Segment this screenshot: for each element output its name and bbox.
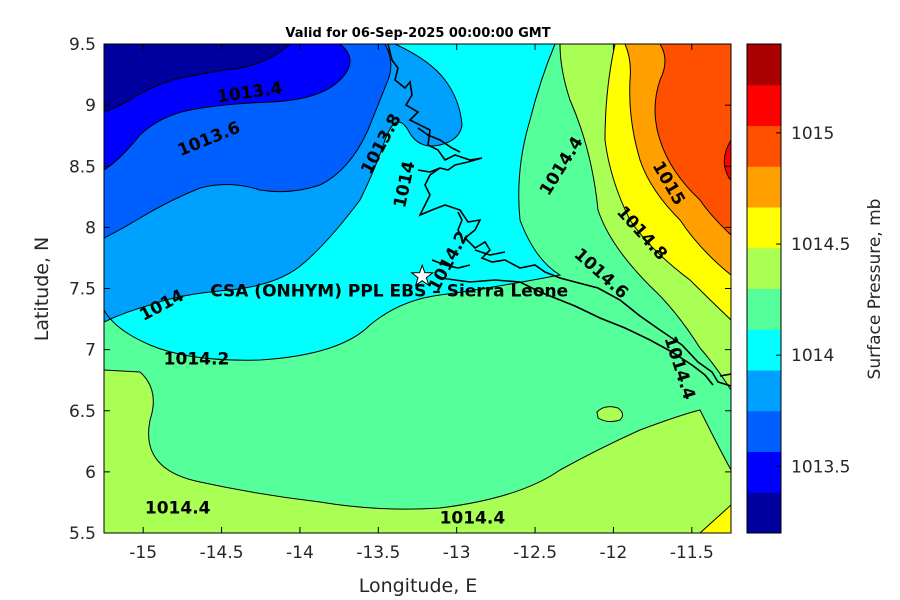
- contour-lines: [104, 44, 731, 533]
- y-tick-label: 9: [85, 96, 96, 116]
- colorbar-band: [747, 329, 781, 371]
- x-tick-label: -13: [443, 543, 471, 563]
- colorbar-band: [747, 492, 781, 534]
- y-tick-label: 7.5: [69, 280, 96, 300]
- y-tick-label: 9.5: [69, 35, 96, 55]
- y-tick-label: 8.5: [69, 157, 96, 177]
- x-tick-label: -14.5: [200, 543, 244, 563]
- colorbar-tick-label: 1014: [791, 346, 834, 366]
- colorbar-band: [747, 125, 781, 167]
- colorbar-band: [747, 84, 781, 126]
- colorbar-band: [747, 288, 781, 330]
- colorbar-band: [747, 370, 781, 412]
- station-label: CSA (ONHYM) PPL EBS – Sierra Leone: [210, 281, 568, 301]
- contour-label: 1014.4: [440, 508, 506, 528]
- x-tick-label: -13.5: [356, 543, 400, 563]
- y-axis-ticks: 9.5 9 8.5 8 7.5 7 6.5 6 5.5: [69, 35, 731, 544]
- coastline: [387, 44, 731, 387]
- x-axis-ticks: -15 -14.5 -14 -13.5 -13 -12.5 -12 -11.5: [129, 44, 714, 563]
- level-1014.6-corner-fill: [700, 505, 731, 533]
- x-tick-label: -11.5: [670, 543, 714, 563]
- x-axis-label: Longitude, E: [359, 575, 478, 597]
- y-tick-label: 7: [85, 341, 96, 361]
- colorbar: [747, 44, 781, 534]
- colorbar-tick-label: 1015: [791, 124, 834, 144]
- level-1014.4-west-fill: [104, 370, 731, 533]
- colorbar-band: [747, 166, 781, 208]
- colorbar-band: [747, 44, 781, 86]
- y-tick-label: 6: [85, 463, 96, 483]
- contour-label: 1014.2: [164, 349, 230, 369]
- level-1013.2-fill: [104, 44, 290, 112]
- colorbar-tick-label: 1013.5: [791, 457, 850, 477]
- colorbar-band: [747, 410, 781, 452]
- level-1015-fill: [655, 44, 731, 235]
- colorbar-band: [747, 247, 781, 289]
- colorbar-ticks: 1015 1014.5 1014 1013.5: [776, 124, 850, 477]
- y-tick-label: 6.5: [69, 402, 96, 422]
- colorbar-tick-label: 1014.5: [791, 235, 850, 255]
- level-1014.4-patch-fill: [597, 406, 623, 422]
- y-tick-label: 8: [85, 218, 96, 238]
- contour-label: 1014.4: [145, 499, 211, 519]
- y-axis-label: Latitude, N: [31, 237, 53, 342]
- station-star-icon: [410, 263, 435, 287]
- station-marker-group: CSA (ONHYM) PPL EBS – Sierra Leone: [210, 263, 568, 301]
- x-tick-label: -14: [286, 543, 314, 563]
- x-tick-label: -12: [600, 543, 628, 563]
- colorbar-band: [747, 207, 781, 249]
- colorbar-label: Surface Pressure, mb: [865, 199, 885, 380]
- x-tick-label: -15: [129, 543, 157, 563]
- x-tick-label: -12.5: [513, 543, 557, 563]
- colorbar-frame: [746, 43, 782, 534]
- figure-title: Valid for 06-Sep-2025 00:00:00 GMT: [285, 26, 550, 41]
- y-tick-label: 5.5: [69, 524, 96, 544]
- colorbar-band: [747, 451, 781, 493]
